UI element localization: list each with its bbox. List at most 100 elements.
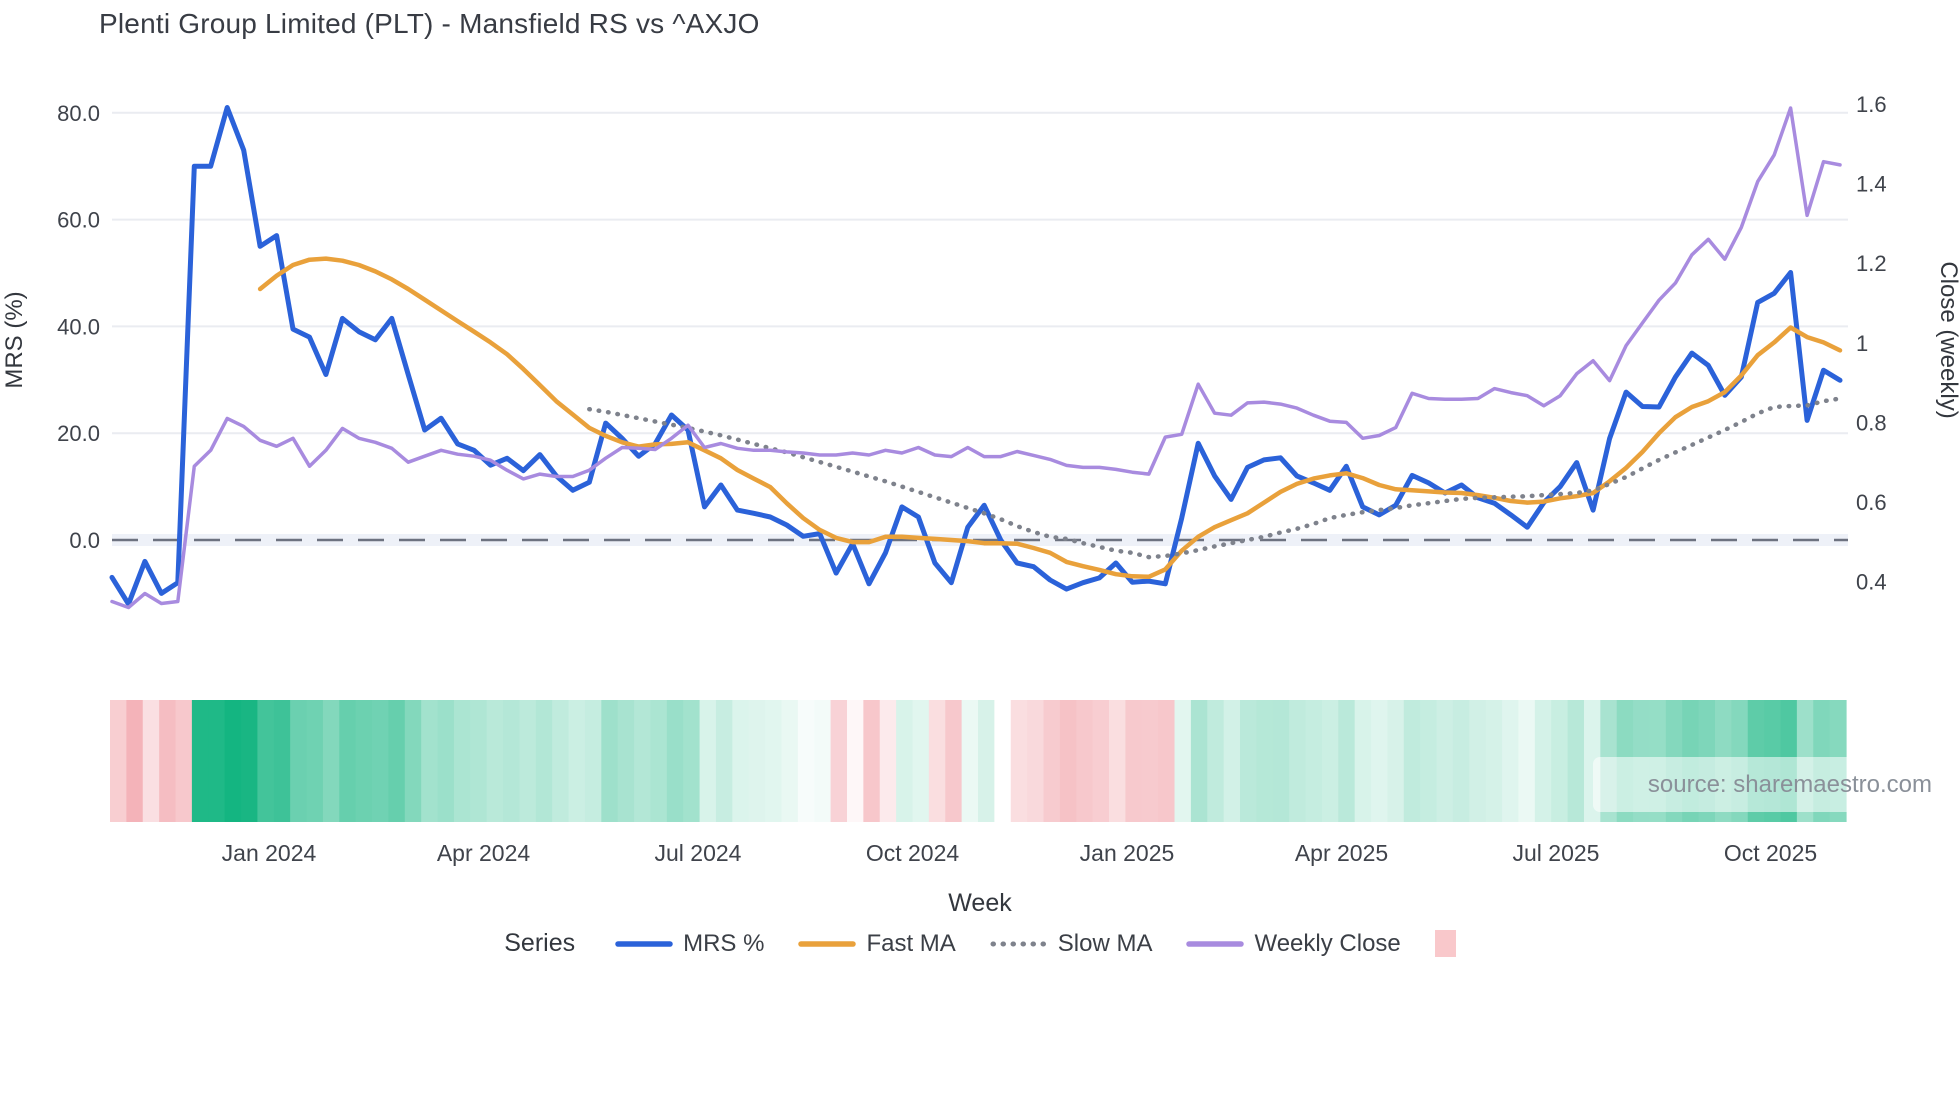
heatmap-week-cell bbox=[503, 700, 521, 822]
y-right-tick: 0.8 bbox=[1856, 410, 1887, 435]
heatmap-week-cell bbox=[666, 700, 684, 822]
heatmap-week-cell bbox=[1551, 700, 1569, 822]
heatmap-week-cell bbox=[1158, 700, 1176, 822]
heatmap-week-cell bbox=[715, 700, 733, 822]
heatmap-week-cell bbox=[1256, 700, 1274, 822]
heatmap-week-cell bbox=[175, 700, 193, 822]
legend-heatmap-swatch[interactable] bbox=[1434, 930, 1456, 957]
heatmap-week-cell bbox=[208, 700, 226, 822]
heatmap-week-cell bbox=[896, 700, 914, 822]
heatmap-week-cell bbox=[863, 700, 881, 822]
heatmap-week-cell bbox=[437, 700, 455, 822]
legend-item-fast-ma[interactable]: Fast MA bbox=[798, 929, 956, 958]
heatmap-week-cell bbox=[814, 700, 832, 822]
x-tick: Apr 2024 bbox=[437, 840, 531, 866]
heatmap-week-cell bbox=[650, 700, 668, 822]
slow-ma-line bbox=[587, 396, 1843, 560]
heatmap-week-cell bbox=[1387, 700, 1405, 822]
legend-item-mrs-[interactable]: MRS % bbox=[615, 930, 764, 958]
y-left-tick: 0.0 bbox=[69, 528, 100, 553]
heatmap-week-cell bbox=[1452, 700, 1470, 822]
heatmap-week-cell bbox=[519, 700, 537, 822]
heatmap-week-cell bbox=[1125, 700, 1143, 822]
heatmap-week-cell bbox=[535, 700, 553, 822]
watermark: source: sharemaestro.com bbox=[1593, 757, 1945, 812]
y-right-axis-title: Close (weekly) bbox=[1935, 261, 1960, 418]
legend-title: Series bbox=[504, 929, 576, 957]
heatmap-week-cell bbox=[1027, 700, 1045, 822]
heatmap-week-cell bbox=[126, 700, 144, 822]
y-right-tick: 0.6 bbox=[1856, 490, 1887, 515]
heatmap-week-cell bbox=[879, 700, 897, 822]
weekly-close-line bbox=[110, 106, 1842, 610]
heatmap-week-cell bbox=[486, 700, 504, 822]
heatmap-week-cell bbox=[765, 700, 783, 822]
legend-label: Weekly Close bbox=[1254, 929, 1401, 957]
heatmap-week-cell bbox=[1141, 700, 1159, 822]
heatmap-week-cell bbox=[224, 700, 242, 822]
x-tick: Jul 2025 bbox=[1513, 840, 1600, 866]
heatmap-week-cell bbox=[388, 700, 406, 822]
heatmap-week-cell bbox=[290, 700, 308, 822]
heatmap-strip bbox=[110, 700, 1847, 822]
heatmap-week-cell bbox=[1240, 700, 1258, 822]
heatmap-week-cell bbox=[732, 700, 750, 822]
heatmap-week-cell bbox=[110, 700, 127, 822]
x-tick: Oct 2024 bbox=[866, 840, 960, 866]
legend-label: Fast MA bbox=[866, 929, 956, 957]
page-title: Plenti Group Limited (PLT) - Mansfield R… bbox=[99, 8, 760, 39]
heatmap-week-cell bbox=[142, 700, 160, 822]
legend-label: MRS % bbox=[683, 929, 765, 957]
legend: Series MRS % Fast MA Slow MA Weekly Close bbox=[0, 929, 1960, 958]
heatmap-week-cell bbox=[1338, 700, 1356, 822]
heatmap-week-cell bbox=[1371, 700, 1389, 822]
x-tick: Oct 2025 bbox=[1724, 840, 1817, 866]
heatmap-week-cell bbox=[1174, 700, 1192, 822]
heatmap-week-cell bbox=[273, 700, 291, 822]
heatmap-week-cell bbox=[372, 700, 390, 822]
heatmap-week-cell bbox=[1289, 700, 1307, 822]
heatmap-week-cell bbox=[748, 700, 766, 822]
heatmap-week-cell bbox=[1403, 700, 1421, 822]
heatmap-week-cell bbox=[453, 700, 471, 822]
legend-swatch bbox=[798, 940, 857, 947]
heatmap-week-cell bbox=[1190, 700, 1208, 822]
heatmap-week-cell bbox=[1502, 700, 1520, 822]
heatmap-week-cell bbox=[912, 700, 930, 822]
y-right-tick: 1.6 bbox=[1856, 92, 1887, 117]
heatmap-week-cell bbox=[584, 700, 602, 822]
legend-swatch bbox=[990, 941, 1048, 946]
heatmap-week-cell bbox=[617, 700, 635, 822]
y-right-tick: 1.4 bbox=[1856, 172, 1887, 197]
heatmap-week-cell bbox=[1567, 700, 1585, 822]
heatmap-week-cell bbox=[306, 700, 324, 822]
legend-item-weekly-close[interactable]: Weekly Close bbox=[1186, 929, 1401, 958]
heatmap-week-cell bbox=[830, 700, 848, 822]
heatmap-week-cell bbox=[1207, 700, 1225, 822]
heatmap-week-cell bbox=[978, 700, 995, 822]
heatmap-week-cell bbox=[355, 700, 373, 822]
heatmap-week-cell bbox=[322, 700, 340, 822]
heatmap-week-cell bbox=[257, 700, 275, 822]
y-right-tick: 1 bbox=[1856, 331, 1868, 356]
x-axis-title: Week bbox=[948, 889, 1012, 917]
legend-item-slow-ma[interactable]: Slow MA bbox=[990, 930, 1152, 958]
heatmap-week-cell bbox=[421, 700, 439, 822]
x-tick: Jan 2024 bbox=[222, 840, 317, 866]
y-left-tick: 80.0 bbox=[57, 101, 100, 126]
x-tick: Apr 2025 bbox=[1295, 840, 1388, 866]
heatmap-week-cell bbox=[1469, 700, 1487, 822]
zero-line bbox=[112, 534, 1848, 546]
y-left-tick: 20.0 bbox=[57, 421, 100, 446]
heatmap-week-cell bbox=[1272, 700, 1290, 822]
heatmap-week-cell bbox=[1076, 700, 1094, 822]
heatmap-week-cell bbox=[634, 700, 652, 822]
heatmap-week-cell bbox=[1485, 700, 1503, 822]
axis-ticks: 80.0 60.0 40.0 20.0 0.0 1.6 1.4 1.2 1 0.8 0.6 0.4 Ja… bbox=[57, 92, 1886, 866]
heatmap-week-cell bbox=[339, 700, 357, 822]
mrs--line bbox=[109, 105, 1843, 607]
x-tick: Jan 2025 bbox=[1080, 840, 1175, 866]
y-left-tick: 40.0 bbox=[57, 314, 100, 339]
